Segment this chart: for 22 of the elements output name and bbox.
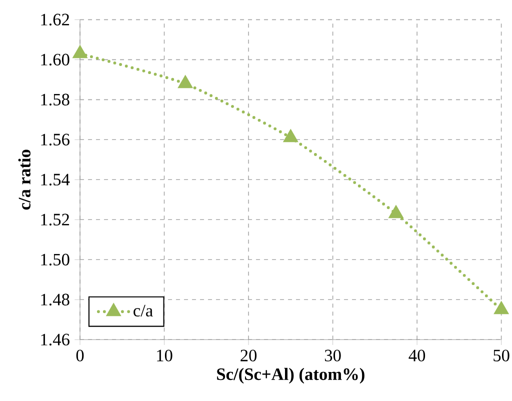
x-axis-title: Sc/(Sc+Al) (atom%) [217,368,364,384]
y-tick-label: 1.58 [41,94,70,106]
x-tick-label: 50 [494,350,510,362]
point [389,206,403,218]
x-tick-label: 30 [324,350,341,362]
y-tick-label: 1.52 [41,214,70,226]
y-tick-label: 1.56 [41,134,70,146]
y-tick-label: 1.54 [41,174,70,186]
point [284,130,298,142]
x-tick-label: 40 [408,350,426,362]
y-tick-label: 1.50 [41,254,70,266]
y-tick-label: 1.48 [41,294,70,306]
x-tick-label: 0 [76,350,84,362]
y-tick-label: 1.46 [41,334,70,346]
x-tick-label: 20 [240,350,257,362]
x-tick-label: 10 [157,350,172,362]
point [73,46,87,58]
legend-label: c/a [134,304,153,316]
y-tick-label: 1.62 [41,14,70,26]
y-tick-label: 1.60 [41,54,70,66]
point [178,76,192,88]
y-axis-title: c/a ratio [18,150,30,210]
